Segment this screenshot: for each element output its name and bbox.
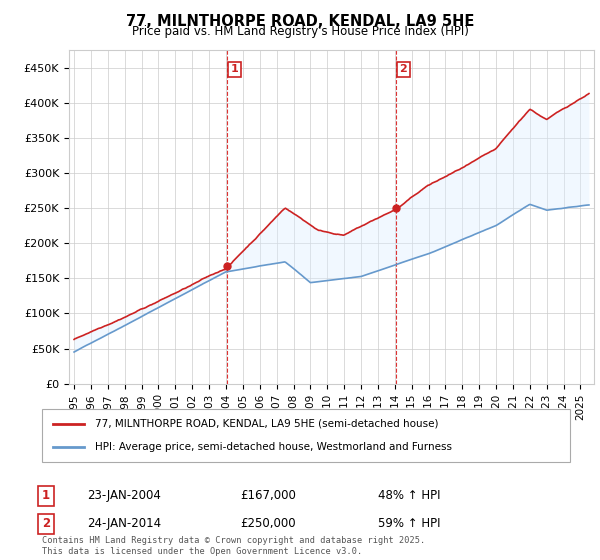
- Text: 24-JAN-2014: 24-JAN-2014: [87, 517, 161, 530]
- Text: 77, MILNTHORPE ROAD, KENDAL, LA9 5HE: 77, MILNTHORPE ROAD, KENDAL, LA9 5HE: [126, 14, 474, 29]
- Text: 48% ↑ HPI: 48% ↑ HPI: [378, 489, 440, 502]
- Text: Price paid vs. HM Land Registry's House Price Index (HPI): Price paid vs. HM Land Registry's House …: [131, 25, 469, 38]
- Text: 59% ↑ HPI: 59% ↑ HPI: [378, 517, 440, 530]
- Text: Contains HM Land Registry data © Crown copyright and database right 2025.
This d: Contains HM Land Registry data © Crown c…: [42, 536, 425, 556]
- Text: 77, MILNTHORPE ROAD, KENDAL, LA9 5HE (semi-detached house): 77, MILNTHORPE ROAD, KENDAL, LA9 5HE (se…: [95, 419, 438, 429]
- FancyBboxPatch shape: [42, 409, 570, 462]
- Text: 1: 1: [230, 64, 238, 74]
- Text: HPI: Average price, semi-detached house, Westmorland and Furness: HPI: Average price, semi-detached house,…: [95, 442, 452, 452]
- Text: £167,000: £167,000: [240, 489, 296, 502]
- Text: 2: 2: [400, 64, 407, 74]
- Text: £250,000: £250,000: [240, 517, 296, 530]
- Text: 2: 2: [42, 517, 50, 530]
- Text: 23-JAN-2004: 23-JAN-2004: [87, 489, 161, 502]
- Text: 1: 1: [42, 489, 50, 502]
